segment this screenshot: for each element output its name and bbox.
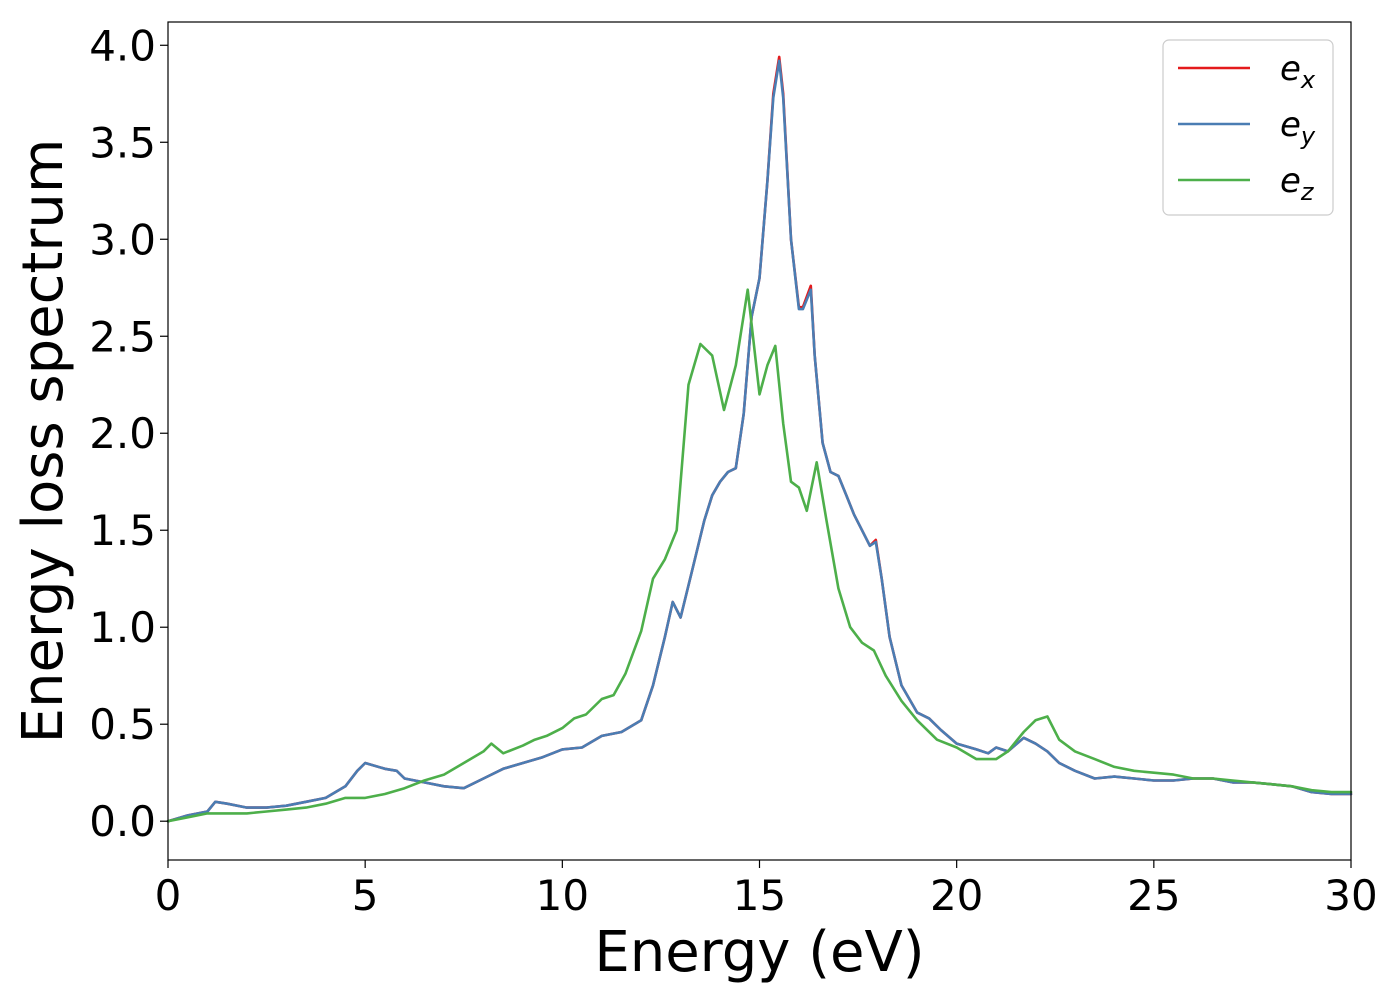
x-tick-label: 15 [733,871,786,920]
x-tick-label: 20 [930,871,983,920]
y-axis: 0.0 0.5 1.0 1.5 2.0 2.5 3.0 3.5 4.0 [89,21,168,846]
y-tick-label: 2.0 [89,409,156,458]
y-tick-label: 3.0 [89,215,156,264]
y-tick-label: 4.0 [89,21,156,70]
x-tick-label: 25 [1127,871,1180,920]
x-axis: 0 5 10 15 20 25 30 [155,860,1378,920]
x-axis-title: Energy (eV) [594,920,924,985]
x-tick-label: 5 [352,871,379,920]
plot-lines [166,55,1353,823]
y-tick-label: 1.5 [89,506,156,555]
series-line-y [166,59,1353,823]
x-tick-label: 10 [536,871,589,920]
x-tick-label: 30 [1324,871,1377,920]
y-tick-label: 2.5 [89,312,156,361]
y-tick-label: 0.5 [89,700,156,749]
y-tick-label: 3.5 [89,118,156,167]
y-axis-title: Energy loss spectrum [11,139,76,744]
x-tick-label: 0 [155,871,182,920]
y-tick-label: 0.0 [89,797,156,846]
legend-box [1162,39,1334,216]
series-line-z [166,288,1353,823]
y-tick-label: 1.0 [89,603,156,652]
